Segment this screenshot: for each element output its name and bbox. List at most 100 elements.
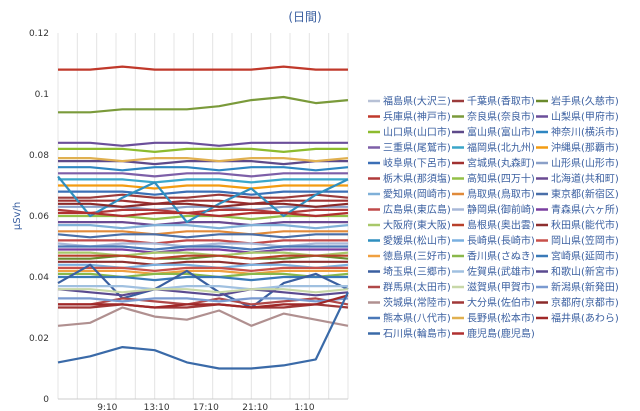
series-line bbox=[58, 272, 349, 279]
legend-item-label[interactable]: 香川県(さぬき) bbox=[467, 251, 535, 263]
series-line bbox=[57, 291, 349, 370]
series-line bbox=[58, 266, 348, 272]
legend-item-label[interactable]: 長野県(松本市) bbox=[467, 312, 535, 325]
series-line bbox=[58, 166, 349, 172]
legend-item-label[interactable]: 熊本県(八代市) bbox=[383, 312, 451, 325]
series-line bbox=[58, 230, 348, 236]
legend-item-label[interactable]: 山口県(山口市) bbox=[383, 126, 451, 139]
series-line bbox=[58, 221, 348, 227]
x-axis-ticks: 9:10 13:10 17:10 21:10 1:10 bbox=[97, 403, 315, 411]
legend-item-label[interactable]: 岡山県(笠岡市) bbox=[551, 234, 619, 247]
legend-item-label[interactable]: 福島県(大沢三) bbox=[383, 95, 451, 108]
y-tick-label: 0.08 bbox=[29, 151, 49, 161]
legend-item-label[interactable]: 愛媛県(松山市) bbox=[383, 234, 451, 247]
series-line bbox=[58, 254, 349, 260]
legend-item-label[interactable]: 大分県(佐伯市) bbox=[467, 296, 535, 309]
legend-item-label[interactable]: 広島県(東広島) bbox=[383, 203, 451, 216]
series-line bbox=[58, 245, 348, 251]
legend-item-label[interactable]: 秋田県(能代市) bbox=[551, 219, 619, 232]
legend-item-label[interactable]: 鹿児島(鹿児島) bbox=[467, 327, 535, 340]
legend-item-label[interactable]: 鳥取県(鳥取市) bbox=[467, 188, 535, 201]
series-line bbox=[57, 263, 349, 309]
y-tick-label: 0.12 bbox=[29, 29, 49, 39]
series-line bbox=[58, 214, 348, 221]
x-tick-label: 17:10 bbox=[193, 403, 219, 411]
series-line bbox=[58, 184, 348, 190]
series-line bbox=[58, 294, 349, 309]
legend-item-label[interactable]: 岐阜県(下呂市) bbox=[383, 157, 451, 170]
legend-item-label[interactable]: 山形県(山形市) bbox=[551, 157, 619, 170]
legend-item-label[interactable]: 静岡県(御前崎) bbox=[467, 203, 535, 216]
series-line bbox=[58, 95, 349, 114]
y-axis-label: μSv/h bbox=[12, 202, 23, 230]
legend-item-label[interactable]: 新潟県(新発田) bbox=[551, 281, 619, 294]
legend-item-label[interactable]: 岩手県(久慈市) bbox=[551, 95, 619, 108]
y-tick-label: 0 bbox=[43, 395, 49, 405]
series-line bbox=[58, 297, 349, 303]
legend-item-label[interactable]: 長崎県(長崎市) bbox=[467, 234, 535, 247]
series-line bbox=[58, 275, 348, 282]
series-line bbox=[58, 288, 349, 294]
legend-item-label[interactable]: 宮崎県(延岡市) bbox=[551, 250, 619, 263]
legend-item-label[interactable]: 徳島県(三好市) bbox=[383, 250, 451, 263]
y-tick-label: 0.02 bbox=[29, 334, 49, 344]
series-line bbox=[58, 160, 348, 166]
legend-item-label[interactable]: 茨城県(常陸市) bbox=[383, 296, 451, 309]
legend-item-label[interactable]: 青森県(六ヶ所) bbox=[551, 203, 619, 216]
series-line bbox=[57, 288, 349, 297]
series-line bbox=[57, 306, 349, 327]
legend-item-label[interactable]: 愛知県(岡崎市) bbox=[383, 188, 451, 201]
legend-item-label[interactable]: 三重県(尾鷲市) bbox=[383, 141, 451, 154]
legend-item-label[interactable]: 兵庫県(神戸市) bbox=[383, 110, 451, 123]
series-line bbox=[58, 251, 349, 257]
legend-item-label[interactable]: 高知県(四万十) bbox=[467, 172, 535, 185]
x-tick-label: 1:10 bbox=[294, 403, 314, 411]
legend-item-label[interactable]: 埼玉県(三郷市) bbox=[383, 265, 451, 278]
series-line bbox=[58, 224, 349, 230]
series-line bbox=[58, 199, 348, 205]
legend-item-label[interactable]: 福井県(あわら) bbox=[551, 312, 619, 325]
series-line bbox=[57, 208, 348, 215]
series-line bbox=[58, 285, 348, 291]
legend-item-label[interactable]: 北海道(共和町) bbox=[551, 172, 619, 185]
legend-item-label[interactable]: 沖縄県(那覇市) bbox=[551, 141, 619, 154]
series-line bbox=[58, 193, 349, 199]
legend-item-label[interactable]: 栃木県(那須塩) bbox=[383, 172, 451, 185]
series-line bbox=[58, 190, 348, 196]
legend-item-label[interactable]: 佐賀県(武雄市) bbox=[467, 265, 535, 278]
series-line bbox=[58, 211, 349, 218]
series-line bbox=[58, 248, 348, 254]
series-line bbox=[58, 147, 348, 153]
x-tick-label: 9:10 bbox=[97, 403, 117, 411]
legend-item-label[interactable]: 島根県(奥出雲) bbox=[467, 219, 535, 232]
legend-item-label[interactable]: 滋賀県(甲賀市) bbox=[467, 281, 535, 294]
series-line bbox=[58, 178, 348, 184]
legend-item-label[interactable]: 石川県(輪島市) bbox=[383, 327, 451, 340]
series-line bbox=[58, 260, 348, 266]
series-line bbox=[58, 141, 348, 147]
legend-item-label[interactable]: 神奈川(横浜市) bbox=[551, 126, 619, 139]
legend-item-label[interactable]: 宮城県(丸森町) bbox=[467, 157, 535, 170]
y-tick-label: 0.06 bbox=[29, 212, 49, 222]
legend: 福島県(大沢三) 千葉県(香取市) 岩手県(久慈市) 兵庫県(神戸市) 奈良県(奈良市)… bbox=[368, 95, 619, 340]
legend-item-label[interactable]: 和歌山(新宮市) bbox=[551, 265, 619, 278]
legend-item-label[interactable]: 福岡県(北九州) bbox=[467, 141, 535, 154]
series-line bbox=[58, 65, 348, 71]
legend-item-label[interactable]: 大阪府(東大阪) bbox=[383, 219, 451, 232]
y-tick-label: 0.1 bbox=[35, 90, 49, 100]
legend-item-label[interactable]: 千葉県(香取市) bbox=[467, 95, 535, 108]
legend-item-label[interactable]: 山梨県(甲府市) bbox=[551, 110, 619, 123]
legend-item-label[interactable]: 東京都(新宿区) bbox=[551, 188, 619, 201]
legend-item-label[interactable]: 富山県(富山市) bbox=[467, 126, 535, 139]
y-tick-label: 0.04 bbox=[29, 273, 49, 283]
legend-item-label[interactable]: 群馬県(太田市) bbox=[383, 281, 451, 294]
series-line bbox=[58, 202, 349, 208]
legend-item-label[interactable]: 京都府(京都市) bbox=[551, 296, 619, 309]
series-line bbox=[58, 263, 349, 269]
series-line bbox=[57, 242, 348, 248]
series-line bbox=[58, 239, 348, 245]
legend-item-label[interactable]: 奈良県(奈良市) bbox=[467, 110, 535, 123]
series-line bbox=[58, 254, 348, 260]
x-tick-label: 21:10 bbox=[242, 403, 268, 411]
series-line bbox=[58, 269, 348, 275]
